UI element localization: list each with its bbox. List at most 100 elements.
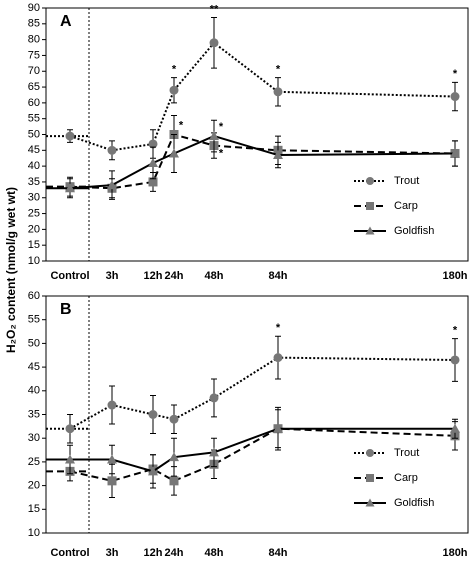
x-tick-label: Control: [50, 547, 89, 559]
significance-mark: *: [219, 147, 224, 159]
x-tick-label: 24h: [165, 547, 184, 559]
y-tick-label: 30: [28, 192, 40, 204]
point: [107, 476, 117, 486]
series-line: [69, 356, 456, 430]
point: [65, 183, 75, 193]
y-tick-label: 80: [28, 34, 40, 46]
point: [273, 150, 283, 160]
y-tick-label: 10: [28, 255, 40, 267]
legend-marker: [365, 498, 375, 507]
point: [273, 87, 283, 97]
y-tick-label: 60: [28, 97, 40, 109]
y-tick-label: 10: [28, 527, 40, 539]
significance-mark: *: [453, 325, 458, 337]
y-tick-label: 35: [28, 176, 40, 188]
y-axis-label: H₂O₂ content (nmol/g wet wt): [4, 187, 18, 353]
y-tick-label: 65: [28, 81, 40, 93]
point: [148, 157, 158, 167]
point: [169, 148, 179, 158]
significance-mark: *: [276, 63, 281, 75]
y-tick-label: 30: [28, 432, 40, 444]
y-tick-label: 45: [28, 144, 40, 156]
x-tick-label: Control: [50, 270, 89, 282]
significance-mark: *: [219, 121, 224, 133]
point: [209, 131, 219, 141]
legend-marker: [366, 177, 374, 185]
point: [169, 414, 179, 424]
point: [450, 92, 460, 102]
y-tick-label: 25: [28, 456, 40, 468]
x-tick-label: 48h: [205, 547, 224, 559]
significance-mark: *: [172, 63, 177, 75]
point: [169, 85, 179, 95]
legend-marker: [366, 449, 374, 457]
point: [209, 393, 219, 403]
point: [148, 177, 158, 187]
y-tick-label: 20: [28, 223, 40, 235]
plot-frame: [45, 7, 469, 262]
x-tick-label: 12h: [144, 547, 163, 559]
point: [450, 423, 460, 433]
point: [450, 355, 460, 365]
point: [209, 447, 219, 457]
y-tick-label: 15: [28, 503, 40, 515]
legend-label: Trout: [394, 447, 419, 459]
y-tick-label: 50: [28, 337, 40, 349]
point: [273, 353, 283, 363]
x-tick-label: 180h: [442, 270, 467, 282]
x-tick-label: 48h: [205, 270, 224, 282]
significance-mark: *: [276, 322, 281, 334]
y-tick-label: 55: [28, 314, 40, 326]
legend-marker: [365, 226, 375, 235]
panel-label: A: [60, 13, 72, 30]
legend-label: Carp: [394, 472, 418, 484]
point: [450, 148, 460, 158]
point: [107, 400, 117, 410]
y-tick-label: 60: [28, 290, 40, 302]
x-tick-label: 3h: [106, 547, 119, 559]
significance-mark: **: [210, 3, 219, 15]
x-tick-label: 84h: [269, 547, 288, 559]
point: [65, 131, 75, 141]
y-tick-label: 85: [28, 18, 40, 30]
y-tick-label: 25: [28, 207, 40, 219]
point: [107, 454, 117, 464]
y-tick-label: 75: [28, 49, 40, 61]
x-tick-label: 84h: [269, 270, 288, 282]
legend-marker: [366, 202, 374, 210]
point: [273, 423, 283, 433]
point: [107, 180, 117, 190]
legend-label: Goldfish: [394, 497, 434, 509]
point: [148, 466, 158, 476]
point: [209, 38, 219, 48]
point: [169, 476, 179, 486]
point: [148, 410, 158, 419]
significance-mark: *: [453, 68, 458, 80]
significance-mark: *: [179, 119, 184, 131]
y-tick-label: 15: [28, 239, 40, 251]
y-tick-label: 50: [28, 128, 40, 140]
y-tick-label: 40: [28, 160, 40, 172]
y-tick-label: 35: [28, 408, 40, 420]
legend-label: Goldfish: [394, 225, 434, 237]
point: [169, 452, 179, 462]
panel-label: B: [60, 301, 72, 318]
x-tick-label: 3h: [106, 270, 119, 282]
y-tick-label: 20: [28, 480, 40, 492]
x-tick-label: 12h: [144, 270, 163, 282]
x-tick-label: 180h: [442, 547, 467, 559]
point: [107, 145, 117, 155]
y-tick-label: 55: [28, 113, 40, 125]
x-tick-label: 24h: [165, 270, 184, 282]
y-tick-label: 40: [28, 385, 40, 397]
point: [65, 424, 75, 434]
legend-label: Trout: [394, 175, 419, 187]
point: [148, 139, 158, 149]
y-tick-label: 70: [28, 65, 40, 77]
point: [65, 454, 75, 464]
legend-label: Carp: [394, 200, 418, 212]
y-tick-label: 90: [28, 2, 40, 14]
legend-marker: [366, 474, 374, 482]
y-tick-label: 45: [28, 361, 40, 373]
